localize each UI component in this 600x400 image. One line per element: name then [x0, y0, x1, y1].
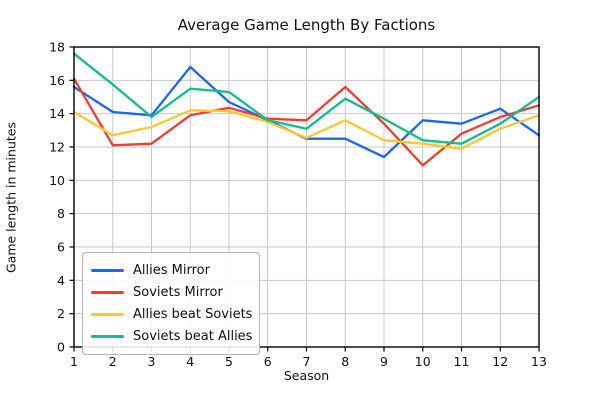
legend-item-allies-beat-soviets: Allies beat Soviets: [91, 303, 253, 325]
svg-text:14: 14: [49, 106, 65, 121]
svg-text:13: 13: [531, 354, 547, 369]
svg-text:4: 4: [57, 273, 65, 288]
svg-text:3: 3: [148, 354, 156, 369]
legend-label: Allies Mirror: [133, 262, 210, 278]
svg-text:0: 0: [57, 340, 65, 355]
svg-text:18: 18: [49, 40, 65, 55]
svg-text:8: 8: [57, 206, 65, 221]
allies-beat-soviets-line-swatch: [91, 312, 124, 316]
svg-text:4: 4: [186, 354, 194, 369]
svg-text:10: 10: [49, 173, 65, 188]
y-axis-label: Game length in minutes: [3, 122, 19, 273]
svg-text:6: 6: [57, 240, 65, 255]
svg-text:2: 2: [57, 306, 65, 321]
soviets-beat-allies-line-swatch: [91, 334, 124, 338]
legend: Allies Mirror Soviets Mirror Allies beat…: [82, 252, 260, 355]
soviets-mirror-line-swatch: [91, 290, 124, 294]
legend-item-soviets-mirror: Soviets Mirror: [91, 281, 251, 303]
svg-text:5: 5: [225, 354, 233, 369]
svg-text:7: 7: [303, 354, 311, 369]
svg-text:6: 6: [264, 354, 272, 369]
svg-text:2: 2: [109, 354, 117, 369]
svg-text:11: 11: [454, 354, 470, 369]
allies-mirror-line-swatch: [91, 268, 124, 272]
svg-text:9: 9: [380, 354, 388, 369]
legend-label: Soviets beat Allies: [133, 328, 253, 344]
svg-text:12: 12: [492, 354, 508, 369]
legend-item-soviets-beat-allies: Soviets beat Allies: [91, 325, 253, 347]
svg-text:12: 12: [49, 140, 65, 155]
legend-label: Allies beat Soviets: [133, 306, 253, 322]
legend-label: Soviets Mirror: [133, 284, 223, 300]
svg-text:16: 16: [49, 73, 65, 88]
svg-text:1: 1: [70, 354, 78, 369]
legend-item-allies-mirror: Allies Mirror: [91, 259, 251, 281]
svg-text:8: 8: [341, 354, 349, 369]
x-axis-label: Season: [283, 368, 330, 383]
svg-text:10: 10: [415, 354, 431, 369]
chart-title: Average Game Length By Factions: [177, 16, 436, 34]
